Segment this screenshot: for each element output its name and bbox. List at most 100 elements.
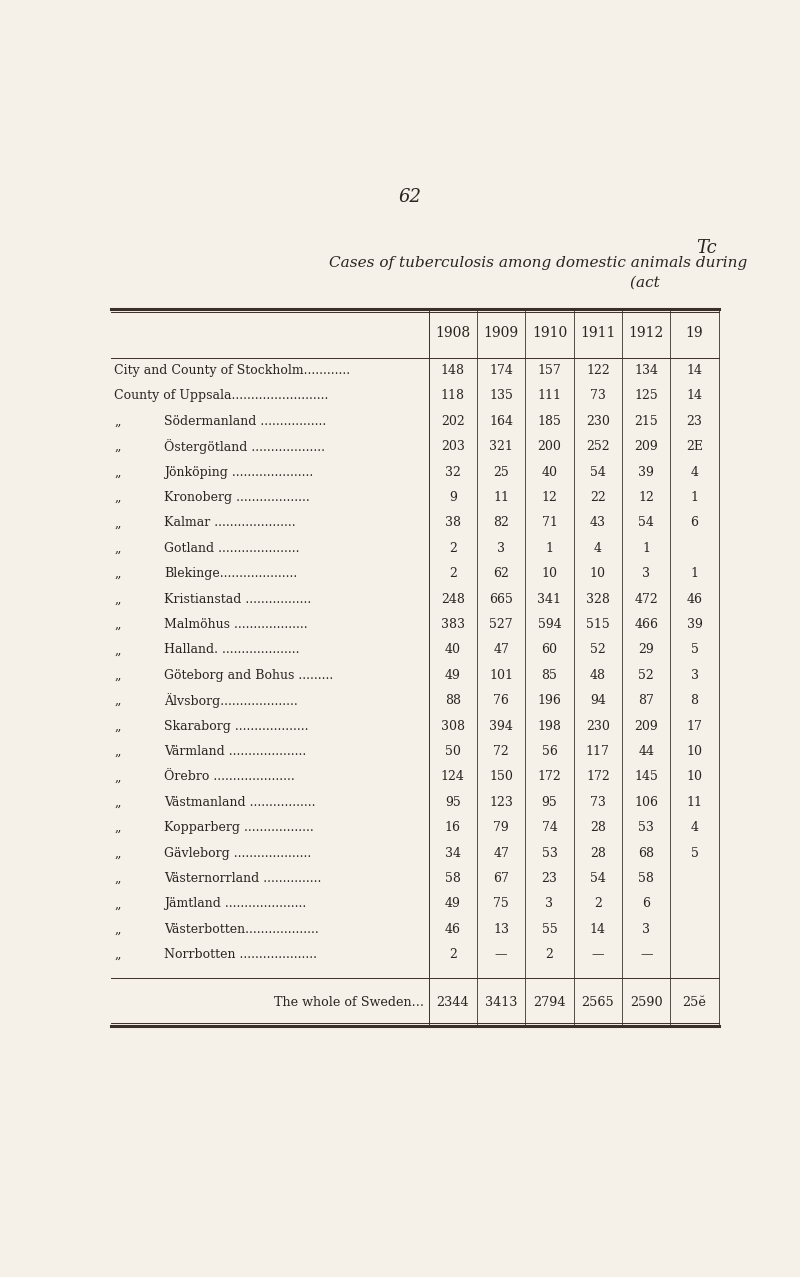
- Text: 52: 52: [590, 644, 606, 656]
- Text: 321: 321: [490, 441, 513, 453]
- Text: 3: 3: [642, 923, 650, 936]
- Text: 25ĕ: 25ĕ: [682, 996, 706, 1009]
- Text: Blekinge....................: Blekinge....................: [164, 567, 297, 580]
- Text: Tc: Tc: [696, 239, 717, 257]
- Text: Norrbotten ....................: Norrbotten ....................: [164, 949, 317, 962]
- Text: „: „: [114, 618, 121, 631]
- Text: 145: 145: [634, 770, 658, 783]
- Text: 3: 3: [497, 541, 505, 554]
- Text: „: „: [114, 593, 121, 605]
- Text: „: „: [114, 441, 121, 453]
- Text: 9: 9: [449, 490, 457, 504]
- Text: 1: 1: [642, 541, 650, 554]
- Text: 1908: 1908: [435, 326, 470, 340]
- Text: 248: 248: [441, 593, 465, 605]
- Text: 50: 50: [445, 744, 461, 759]
- Text: 196: 196: [538, 695, 562, 707]
- Text: 394: 394: [490, 719, 513, 733]
- Text: 13: 13: [493, 923, 509, 936]
- Text: 23: 23: [686, 415, 702, 428]
- Text: Jönköping .....................: Jönköping .....................: [164, 466, 313, 479]
- Text: 72: 72: [494, 744, 509, 759]
- Text: 209: 209: [634, 719, 658, 733]
- Text: 87: 87: [638, 695, 654, 707]
- Text: 17: 17: [686, 719, 702, 733]
- Text: 74: 74: [542, 821, 558, 834]
- Text: 39: 39: [686, 618, 702, 631]
- Text: 1909: 1909: [483, 326, 518, 340]
- Text: 230: 230: [586, 415, 610, 428]
- Text: 14: 14: [590, 923, 606, 936]
- Text: 203: 203: [441, 441, 465, 453]
- Text: Kristianstad .................: Kristianstad .................: [164, 593, 311, 605]
- Text: 10: 10: [542, 567, 558, 580]
- Text: 3413: 3413: [485, 996, 518, 1009]
- Text: 308: 308: [441, 719, 465, 733]
- Text: Gotland .....................: Gotland .....................: [164, 541, 299, 554]
- Text: 6: 6: [690, 516, 698, 530]
- Text: 594: 594: [538, 618, 562, 631]
- Text: 58: 58: [638, 872, 654, 885]
- Text: Södermanland .................: Södermanland .................: [164, 415, 326, 428]
- Text: 198: 198: [538, 719, 562, 733]
- Text: 79: 79: [494, 821, 509, 834]
- Text: 94: 94: [590, 695, 606, 707]
- Text: Kronoberg ...................: Kronoberg ...................: [164, 490, 310, 504]
- Text: 2: 2: [449, 949, 457, 962]
- Text: 60: 60: [542, 644, 558, 656]
- Text: 148: 148: [441, 364, 465, 377]
- Text: 157: 157: [538, 364, 562, 377]
- Text: 44: 44: [638, 744, 654, 759]
- Text: 2794: 2794: [534, 996, 566, 1009]
- Text: 2E: 2E: [686, 441, 703, 453]
- Text: 10: 10: [686, 770, 702, 783]
- Text: „: „: [114, 415, 121, 428]
- Text: 209: 209: [634, 441, 658, 453]
- Text: 54: 54: [638, 516, 654, 530]
- Text: 4: 4: [690, 821, 698, 834]
- Text: 2: 2: [546, 949, 554, 962]
- Text: 47: 47: [494, 847, 509, 859]
- Text: 54: 54: [590, 872, 606, 885]
- Text: „: „: [114, 744, 121, 759]
- Text: 5: 5: [690, 847, 698, 859]
- Text: Västmanland .................: Västmanland .................: [164, 796, 315, 808]
- Text: 4: 4: [594, 541, 602, 554]
- Text: City and County of Stockholm............: City and County of Stockholm............: [114, 364, 350, 377]
- Text: 52: 52: [638, 669, 654, 682]
- Text: 1910: 1910: [532, 326, 567, 340]
- Text: 71: 71: [542, 516, 558, 530]
- Text: —: —: [640, 949, 653, 962]
- Text: 1912: 1912: [629, 326, 664, 340]
- Text: 2: 2: [449, 541, 457, 554]
- Text: 43: 43: [590, 516, 606, 530]
- Text: 14: 14: [686, 364, 702, 377]
- Text: „: „: [114, 949, 121, 962]
- Text: 466: 466: [634, 618, 658, 631]
- Text: „: „: [114, 898, 121, 911]
- Text: The whole of Sweden...: The whole of Sweden...: [274, 996, 424, 1009]
- Text: 46: 46: [686, 593, 702, 605]
- Text: „: „: [114, 490, 121, 504]
- Text: 134: 134: [634, 364, 658, 377]
- Text: 62: 62: [494, 567, 509, 580]
- Text: 40: 40: [542, 466, 558, 479]
- Text: 472: 472: [634, 593, 658, 605]
- Text: 67: 67: [494, 872, 509, 885]
- Text: 34: 34: [445, 847, 461, 859]
- Text: County of Uppsala.........................: County of Uppsala.......................…: [114, 389, 329, 402]
- Text: 5: 5: [690, 644, 698, 656]
- Text: 3: 3: [546, 898, 554, 911]
- Text: 73: 73: [590, 796, 606, 808]
- Text: 19: 19: [686, 326, 703, 340]
- Text: 11: 11: [493, 490, 509, 504]
- Text: 14: 14: [686, 389, 702, 402]
- Text: „: „: [114, 923, 121, 936]
- Text: 383: 383: [441, 618, 465, 631]
- Text: „: „: [114, 695, 121, 707]
- Text: Värmland ....................: Värmland ....................: [164, 744, 306, 759]
- Text: 40: 40: [445, 644, 461, 656]
- Text: 106: 106: [634, 796, 658, 808]
- Text: 328: 328: [586, 593, 610, 605]
- Text: 1: 1: [690, 490, 698, 504]
